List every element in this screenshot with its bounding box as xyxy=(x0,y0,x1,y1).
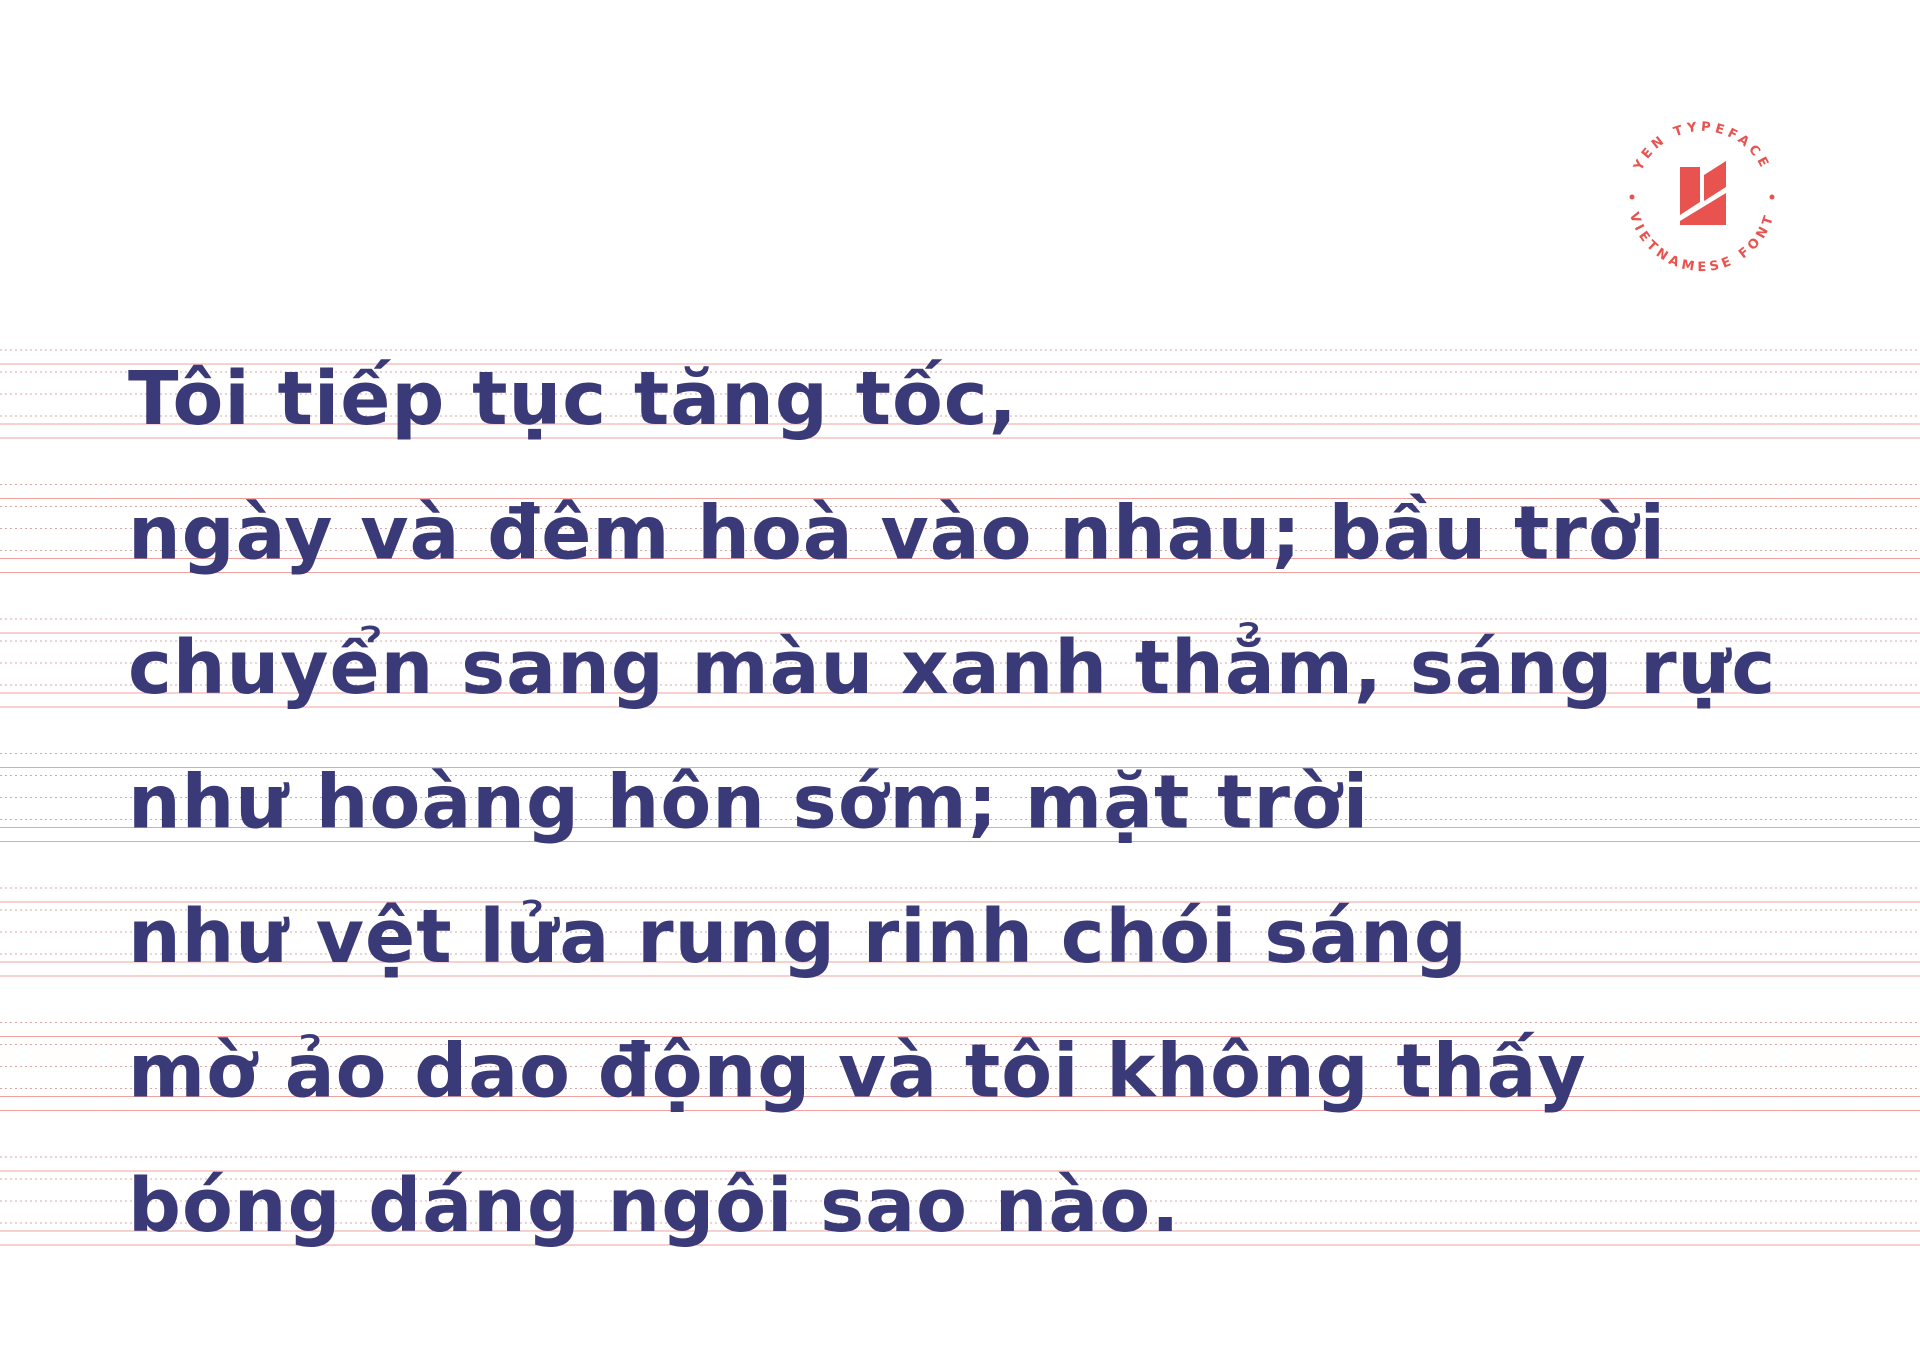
guide-lines xyxy=(0,349,1920,1246)
badge-logo xyxy=(1680,161,1726,225)
badge: YEN TYPEFACE VIETNAMESE FONT xyxy=(1626,120,1775,275)
badge-top-text: YEN TYPEFACE xyxy=(1631,120,1769,174)
text-line: bóng dáng ngôi sao nào. xyxy=(128,1163,1180,1249)
text-line: Tôi tiếp tục tăng tốc, xyxy=(128,356,1018,442)
badge-dot xyxy=(1769,194,1775,200)
text-line: như vệt lửa rung rinh chói sáng xyxy=(128,894,1468,980)
text-line: như hoàng hôn sớm; mặt trời xyxy=(128,760,1369,846)
text-line: ngày và đêm hoà vào nhau; bầu trời xyxy=(128,491,1666,577)
badge-top: YEN TYPEFACE xyxy=(1631,120,1773,174)
badge-dot xyxy=(1629,194,1635,200)
text-line: mờ ảo dao động và tôi không thấy xyxy=(128,1029,1587,1115)
text-line: chuyển sang màu xanh thẳm, sáng rực xyxy=(128,621,1776,711)
text-block: Tôi tiếp tục tăng tốc, ngày và đêm hoà và… xyxy=(128,356,1776,1249)
